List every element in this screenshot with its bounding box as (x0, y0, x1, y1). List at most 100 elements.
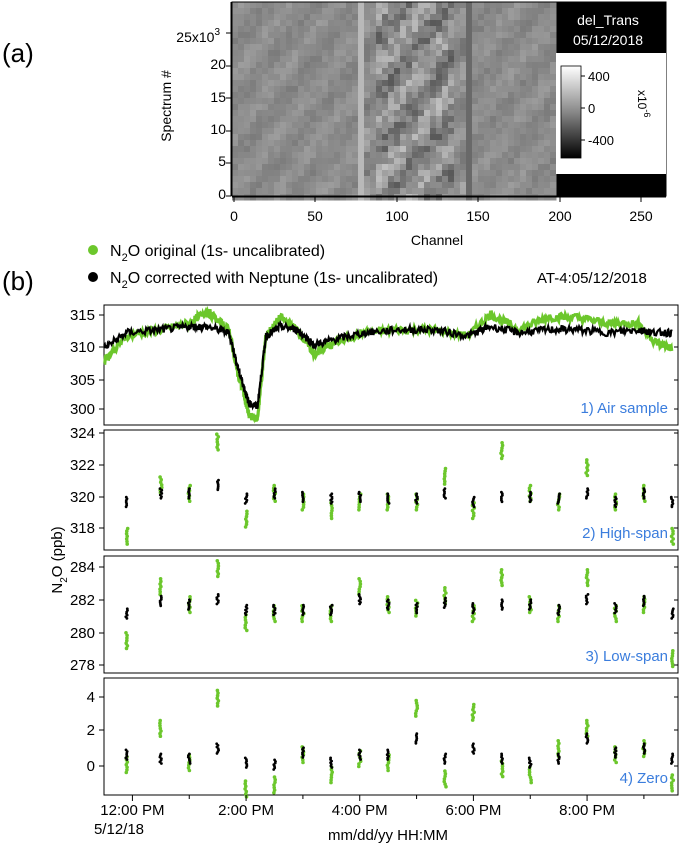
heatmap-cell (418, 56, 425, 63)
heatmap-cell (520, 74, 527, 81)
heatmap-cell (496, 128, 503, 135)
heatmap-cell (322, 128, 329, 135)
data-point (472, 710, 477, 715)
heatmap-cell (544, 188, 551, 195)
heatmap-cell (250, 152, 257, 159)
heatmap-cell (436, 20, 443, 27)
heatmap-cell (532, 56, 539, 63)
heatmap-cell (268, 128, 275, 135)
heatmap-cell (490, 14, 497, 21)
heatmap-cell (388, 182, 395, 189)
heatmap-cell (412, 32, 419, 39)
heatmap-cell (322, 8, 329, 15)
heatmap-cell (292, 116, 299, 123)
heatmap-cell (298, 170, 305, 177)
heatmap-cell (400, 176, 407, 183)
heatmap-cell (496, 134, 503, 141)
heatmap-cell (370, 20, 377, 27)
heatmap-cell (262, 92, 269, 99)
heatmap-cell (418, 140, 425, 147)
heatmap-cell (250, 14, 257, 21)
heatmap-cell (286, 140, 293, 147)
data-point (330, 603, 334, 607)
heatmap-cell (400, 38, 407, 45)
heatmap-cell (238, 92, 245, 99)
data-point (329, 516, 334, 521)
heatmap-cell (514, 104, 521, 111)
heatmap-cell (550, 38, 557, 45)
heatmap-cell (298, 68, 305, 75)
data-point (585, 468, 590, 473)
heatmap-cell (358, 14, 365, 21)
heatmap-cell (418, 26, 425, 33)
heatmap-cell (538, 8, 545, 15)
heatmap-cell (268, 38, 275, 45)
heatmap-cell (400, 104, 407, 111)
heatmap-cell (292, 50, 299, 57)
heatmap-cell (274, 2, 281, 9)
heatmap-cell (478, 62, 485, 69)
heatmap-cell (472, 14, 479, 21)
heatmap-cell (232, 122, 239, 129)
y-tick-label: 278 (70, 657, 95, 674)
heatmap-cell (346, 152, 353, 159)
heatmap-cell (322, 134, 329, 141)
heatmap-cell (484, 110, 491, 117)
x-tick-label: 250 (629, 208, 653, 224)
heatmap-cell (352, 152, 359, 159)
heatmap-cell (430, 92, 437, 99)
data-point (500, 774, 505, 779)
heatmap-cell (388, 62, 395, 69)
heatmap-cell (412, 140, 419, 147)
heatmap-cell (496, 2, 503, 9)
heatmap-cell (340, 104, 347, 111)
heatmap-cell (412, 128, 419, 135)
heatmap-cell (460, 134, 467, 141)
heatmap-cell (262, 104, 269, 111)
heatmap-cell (232, 170, 239, 177)
heatmap-cell (316, 86, 323, 93)
heatmap-cell (382, 20, 389, 27)
heatmap-cell (286, 14, 293, 21)
heatmap-cell (490, 56, 497, 63)
heatmap-cell (292, 104, 299, 111)
heatmap-cell (508, 98, 515, 105)
heatmap-cell (526, 26, 533, 33)
heatmap-cell (274, 26, 281, 33)
y-tick-label: 310 (70, 339, 95, 356)
heatmap-cell (448, 8, 455, 15)
data-point (159, 483, 164, 487)
heatmap-cell (340, 68, 347, 75)
heatmap-cell (364, 44, 371, 51)
heatmap-cell (328, 152, 335, 159)
heatmap-cell (550, 134, 557, 141)
heatmap-cell (370, 140, 377, 147)
heatmap-cell (502, 56, 509, 63)
heatmap-cell (442, 170, 449, 177)
heatmap-cell (370, 152, 377, 159)
data-point (125, 633, 129, 638)
heatmap-cell (424, 134, 431, 141)
heatmap-cell (244, 32, 251, 39)
heatmap-cell (442, 20, 449, 27)
data-point (358, 582, 363, 586)
x-axis-label: Channel (411, 232, 463, 248)
heatmap-cell (442, 14, 449, 21)
heatmap-cell (280, 14, 287, 21)
heatmap-cell (550, 50, 557, 57)
heatmap-cell (406, 146, 413, 153)
heatmap-cell (442, 62, 449, 69)
heatmap-cell (538, 170, 545, 177)
data-point (216, 448, 220, 452)
heatmap-cell (316, 164, 323, 171)
data-point (357, 502, 362, 507)
heatmap-cell (412, 134, 419, 141)
heatmap-cell (490, 44, 497, 51)
heatmap-cell (508, 134, 515, 141)
heatmap-cell (250, 170, 257, 177)
heatmap-cell (532, 68, 539, 75)
heatmap-cell (496, 8, 503, 15)
heatmap-cell (376, 170, 383, 177)
heatmap-cell (478, 38, 485, 45)
